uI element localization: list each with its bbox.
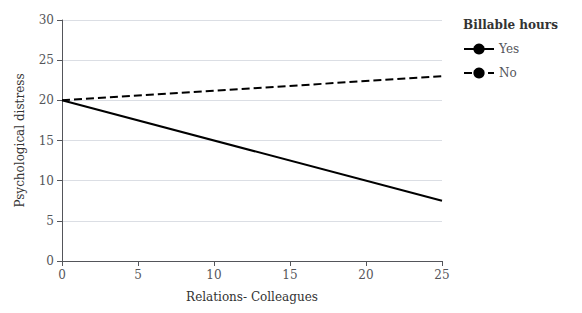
svg-text:15: 15 <box>39 134 54 148</box>
svg-text:Yes: Yes <box>498 42 519 56</box>
svg-text:Psychological distress: Psychological distress <box>13 73 27 207</box>
svg-text:15: 15 <box>282 268 297 282</box>
svg-text:25: 25 <box>39 53 54 67</box>
svg-text:Billable hours: Billable hours <box>463 18 558 32</box>
svg-text:10: 10 <box>206 268 221 282</box>
svg-text:10: 10 <box>39 174 54 188</box>
svg-text:Relations- Colleagues: Relations- Colleagues <box>186 290 318 304</box>
svg-text:0: 0 <box>46 254 54 268</box>
svg-text:25: 25 <box>434 268 449 282</box>
svg-text:5: 5 <box>134 268 142 282</box>
svg-text:30: 30 <box>39 13 54 27</box>
svg-text:0: 0 <box>58 268 66 282</box>
svg-text:5: 5 <box>46 214 54 228</box>
svg-text:No: No <box>499 66 517 80</box>
svg-text:20: 20 <box>358 268 373 282</box>
svg-text:20: 20 <box>39 93 54 107</box>
